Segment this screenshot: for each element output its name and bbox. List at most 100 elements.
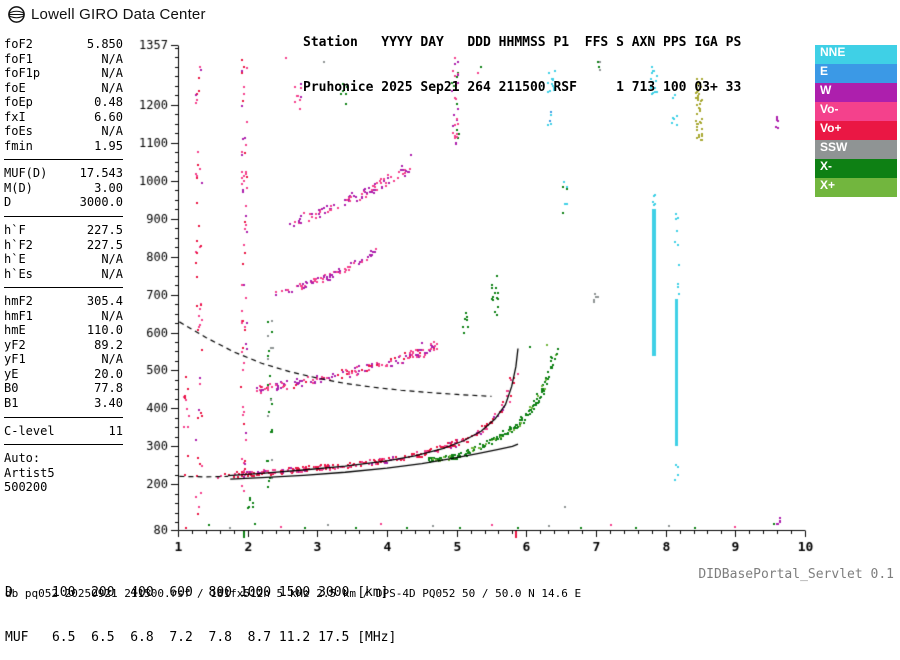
- parameter-label: hmF2: [4, 294, 33, 309]
- parameter-row-auto: Auto:: [4, 451, 123, 466]
- legend-item-xminus: X-: [815, 159, 897, 178]
- parameter-label: hmF1: [4, 308, 33, 323]
- parameter-label: C-level: [4, 423, 55, 438]
- parameter-label: hmE: [4, 323, 26, 338]
- giro-logo-icon: [8, 6, 25, 23]
- parameter-label: B0: [4, 381, 19, 396]
- parameter-value: 305.4: [86, 294, 123, 309]
- parameter-value: 77.8: [94, 381, 123, 396]
- legend-item-e: E: [815, 64, 897, 83]
- measurement-info-line: db pq052 20250921 211500.rsf / 181fx512h…: [5, 587, 582, 600]
- parameter-value: 17.543: [79, 166, 123, 181]
- station-header-line1: Station YYYY DAY DDD HHMMSS P1 FFS S AXN…: [303, 35, 742, 50]
- parameter-row-yf2: yF2 89.2: [4, 338, 123, 353]
- parameter-row-he: h`E N/A: [4, 252, 123, 267]
- parameter-row-hmf1: hmF1 N/A: [4, 309, 123, 324]
- parameter-label: Auto:: [4, 451, 41, 466]
- parameter-row-artist5: Artist5: [4, 466, 123, 481]
- parameter-row-fof1: foF1 N/A: [4, 52, 123, 67]
- parameter-label: fxI: [4, 109, 26, 124]
- parameter-value: 6.60: [94, 109, 123, 124]
- parameter-group-divider: [4, 216, 123, 218]
- parameter-row-d: D 3000.0: [4, 195, 123, 210]
- parameter-label: 500200: [4, 480, 48, 495]
- parameter-row-fof2: foF2 5.850: [4, 37, 123, 52]
- parameter-label: h`Es: [4, 266, 33, 281]
- parameter-row-clevel: C-level 11: [4, 424, 123, 439]
- parameter-row-foe: foE N/A: [4, 81, 123, 96]
- muf-table-muf-row: MUF 6.5 6.5 6.8 7.2 7.8 8.7 11.2 17.5 [M…: [5, 630, 397, 645]
- legend-item-vominus: Vo-: [815, 102, 897, 121]
- parameter-label: foEs: [4, 124, 33, 139]
- parameter-label: foE: [4, 80, 26, 95]
- station-header-line2: Pruhonice 2025 Sep21 264 211500 RSF 1 71…: [303, 80, 742, 95]
- parameter-value: 1.95: [94, 138, 123, 153]
- parameter-value: N/A: [101, 252, 123, 267]
- parameter-value: N/A: [101, 80, 123, 95]
- legend-item-nne: NNE: [815, 45, 897, 64]
- parameter-label: M(D): [4, 180, 33, 195]
- parameter-row-hmf2: hmF2 305.4: [4, 294, 123, 309]
- didbase-portal-page: { "header": { "brand": "Lowell GIRO Data…: [0, 0, 900, 645]
- parameter-row-fmin: fmin 1.95: [4, 139, 123, 154]
- servlet-version-label: DIDBasePortal_Servlet 0.1: [698, 567, 894, 582]
- parameter-row-mufd: MUF(D) 17.543: [4, 166, 123, 181]
- brand: Lowell GIRO Data Center: [7, 5, 206, 24]
- parameter-label: B1: [4, 396, 19, 411]
- station-header: Station YYYY DAY DDD HHMMSS P1 FFS S AXN…: [303, 5, 741, 110]
- parameter-label: foF1p: [4, 66, 41, 81]
- legend-item-voplus: Vo+: [815, 121, 897, 140]
- parameter-value: N/A: [101, 308, 123, 323]
- parameter-row-hes: h`Es N/A: [4, 267, 123, 282]
- muf-table: D 100 200 400 600 800 1000 1500 3000 [km…: [5, 555, 396, 660]
- parameter-value: 89.2: [94, 337, 123, 352]
- legend-item-ssw: SSW: [815, 140, 897, 159]
- parameter-row-fof1p: foF1p N/A: [4, 66, 123, 81]
- parameter-group-divider: [4, 444, 123, 446]
- parameter-label: D: [4, 195, 12, 210]
- parameter-value: 227.5: [86, 223, 123, 238]
- parameter-value: 227.5: [86, 237, 123, 252]
- parameter-group-divider: [4, 287, 123, 289]
- parameter-row-hf: h`F 227.5: [4, 223, 123, 238]
- parameter-label: h`E: [4, 252, 26, 267]
- parameter-value: 3000.0: [79, 195, 123, 210]
- parameter-value: 5.850: [86, 37, 123, 51]
- parameter-row-foes: foEs N/A: [4, 124, 123, 139]
- parameter-value: N/A: [101, 51, 123, 66]
- parameter-group-divider: [4, 416, 123, 418]
- parameter-value: N/A: [101, 266, 123, 281]
- legend: NNE E W Vo- Vo+ SSW X- X+: [815, 45, 897, 197]
- parameter-panel: foF2 5.850 foF1 N/A foF1p N/A foE N/A foEp 0.48 fx…: [4, 37, 123, 495]
- parameter-group-divider: [4, 159, 123, 161]
- parameter-row-b0: B0 77.8: [4, 381, 123, 396]
- parameter-label: h`F2: [4, 237, 33, 252]
- parameter-row-hme: hmE 110.0: [4, 323, 123, 338]
- parameter-label: yF1: [4, 352, 26, 367]
- parameter-label: Artist5: [4, 465, 55, 480]
- parameter-row-foep: foEp 0.48: [4, 95, 123, 110]
- parameter-label: yE: [4, 366, 19, 381]
- legend-item-w: W: [815, 83, 897, 102]
- parameter-label: h`F: [4, 223, 26, 238]
- parameter-row-yf1: yF1 N/A: [4, 352, 123, 367]
- parameter-row-b1: B1 3.40: [4, 396, 123, 411]
- parameter-row-hf2: h`F2 227.5: [4, 238, 123, 253]
- parameter-row-md: M(D) 3.00: [4, 181, 123, 196]
- legend-item-xplus: X+: [815, 178, 897, 197]
- parameter-value: 11: [108, 423, 123, 438]
- parameter-value: 110.0: [86, 323, 123, 338]
- ionogram-plot: [0, 0, 900, 600]
- parameter-row-ye: yE 20.0: [4, 367, 123, 382]
- brand-title: Lowell GIRO Data Center: [31, 6, 206, 23]
- parameter-label: yF2: [4, 337, 26, 352]
- parameter-value: N/A: [101, 124, 123, 139]
- parameter-label: foEp: [4, 95, 33, 110]
- parameter-value: 3.00: [94, 180, 123, 195]
- parameter-value: 3.40: [94, 396, 123, 411]
- parameter-value: N/A: [101, 352, 123, 367]
- parameter-label: foF1: [4, 51, 33, 66]
- parameter-label: MUF(D): [4, 166, 48, 181]
- parameter-label: fmin: [4, 138, 33, 153]
- parameter-row-fxi: fxI 6.60: [4, 110, 123, 125]
